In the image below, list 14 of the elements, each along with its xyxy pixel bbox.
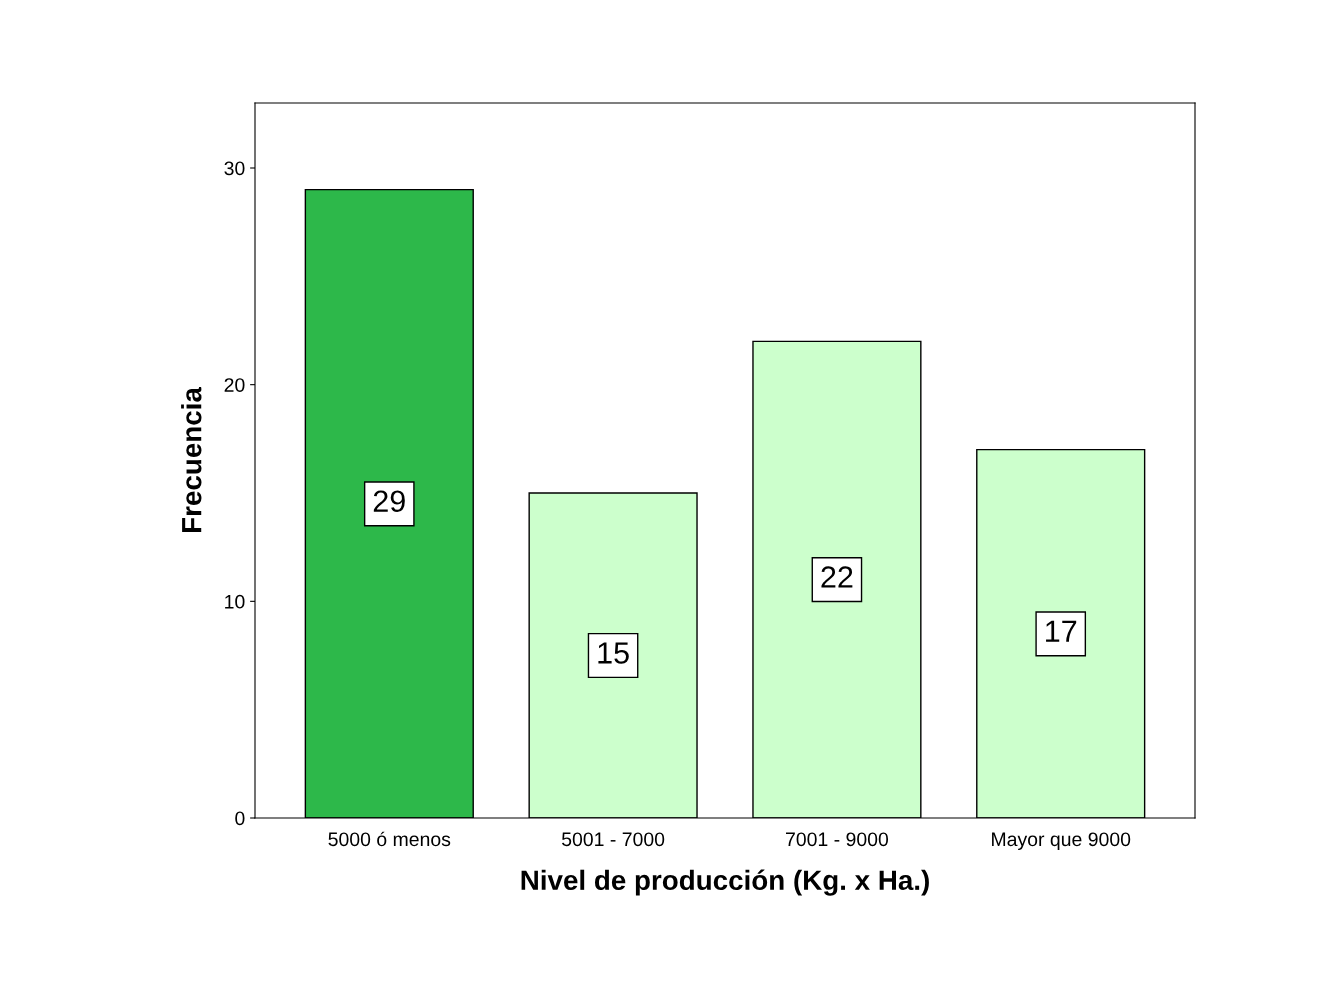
x-axis-title: Nivel de producción (Kg. x Ha.) <box>521 869 929 896</box>
data-label: 29 <box>373 490 405 513</box>
y-axis-title: Frecuencia <box>181 386 202 532</box>
y-tick-label: 30 <box>224 161 245 176</box>
data-label: 17 <box>1046 620 1077 642</box>
x-tick-label: 7001 - 9000 <box>786 832 889 847</box>
x-tick-label: 5000 ó menos <box>328 831 451 847</box>
x-tick-label: Mayor que 9000 <box>992 832 1131 851</box>
y-tick-label: 10 <box>225 594 245 609</box>
y-tick-label: 0 <box>235 811 245 826</box>
y-tick-label: 20 <box>224 378 245 392</box>
data-label: 15 <box>598 642 629 664</box>
data-label: 22 <box>821 566 853 588</box>
x-tick-label: 5001 - 7000 <box>561 832 665 847</box>
